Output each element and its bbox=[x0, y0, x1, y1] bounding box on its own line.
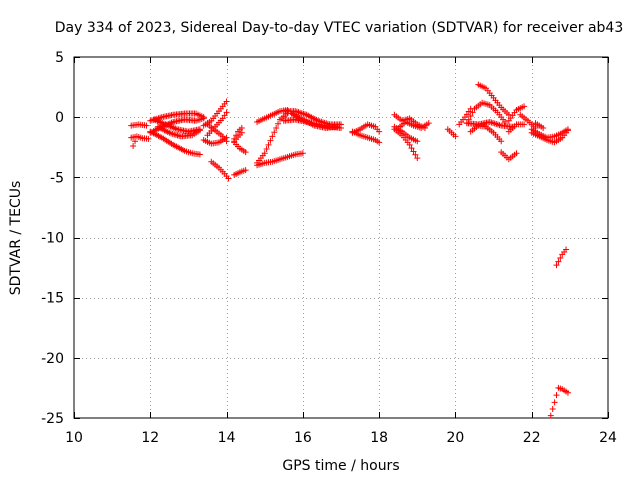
data-point bbox=[265, 141, 272, 148]
data-point bbox=[547, 412, 554, 419]
data-point bbox=[132, 138, 139, 145]
data-point bbox=[145, 135, 152, 142]
data-point bbox=[225, 175, 232, 182]
data-point bbox=[223, 138, 230, 145]
data-point bbox=[564, 126, 571, 133]
data-point bbox=[219, 115, 226, 122]
data-point bbox=[540, 124, 547, 131]
data-point bbox=[200, 115, 207, 122]
data-point bbox=[238, 124, 245, 131]
x-tick-label: 22 bbox=[523, 430, 541, 446]
data-point bbox=[502, 118, 509, 125]
data-point bbox=[467, 112, 474, 119]
data-point bbox=[410, 148, 417, 155]
x-tick-label: 20 bbox=[447, 430, 465, 446]
data-point bbox=[549, 405, 556, 412]
plot-frame bbox=[73, 56, 609, 419]
y-tick-label: -25 bbox=[41, 411, 64, 427]
axis-ticks bbox=[74, 57, 609, 419]
data-point bbox=[376, 139, 383, 146]
data-point bbox=[269, 133, 276, 140]
data-point bbox=[521, 121, 528, 128]
data-point bbox=[521, 103, 528, 110]
data-point bbox=[223, 109, 230, 116]
data-point bbox=[275, 120, 282, 127]
y-tick-label: -15 bbox=[41, 291, 64, 307]
data-point bbox=[425, 120, 432, 127]
x-tick-labels: 10 12 14 16 18 20 22 24 bbox=[65, 430, 617, 446]
x-tick-label: 12 bbox=[141, 430, 159, 446]
chart-title: Day 334 of 2023, Sidereal Day-to-day VTE… bbox=[55, 20, 624, 36]
x-tick-label: 14 bbox=[218, 430, 236, 446]
data-point bbox=[553, 392, 560, 399]
x-tick-label: 18 bbox=[370, 430, 388, 446]
y-tick-label: -10 bbox=[41, 231, 64, 247]
y-tick-label: -5 bbox=[50, 170, 64, 186]
data-point bbox=[223, 98, 230, 105]
grid bbox=[74, 57, 608, 418]
y-tick-label: -20 bbox=[41, 351, 64, 367]
data-point bbox=[553, 262, 560, 269]
data-point bbox=[564, 389, 571, 396]
data-point bbox=[143, 122, 150, 129]
data-point bbox=[406, 141, 413, 148]
data-point bbox=[273, 124, 280, 131]
x-tick-label: 24 bbox=[599, 430, 617, 446]
data-point bbox=[505, 111, 512, 118]
data-point bbox=[376, 128, 383, 135]
data-point bbox=[267, 137, 274, 144]
data-point bbox=[271, 129, 278, 136]
data-point bbox=[242, 167, 249, 174]
data-point bbox=[233, 132, 240, 139]
data-point bbox=[196, 151, 203, 158]
data-point bbox=[563, 246, 570, 253]
x-axis-label: GPS time / hours bbox=[282, 458, 399, 474]
data-point bbox=[334, 123, 341, 130]
data-point bbox=[414, 155, 421, 162]
data-point bbox=[130, 143, 137, 150]
data-point bbox=[498, 138, 505, 145]
data-point bbox=[221, 112, 228, 119]
data-point bbox=[555, 258, 562, 265]
data-point bbox=[261, 150, 268, 157]
data-point bbox=[263, 146, 270, 153]
data-point bbox=[452, 133, 459, 140]
y-tick-labels: 5 0 -5 -10 -15 -20 -25 bbox=[41, 50, 64, 427]
data-point bbox=[412, 151, 419, 158]
data-points bbox=[128, 81, 571, 419]
y-tick-label: 5 bbox=[55, 50, 64, 66]
data-point bbox=[414, 138, 421, 145]
x-tick-label: 16 bbox=[294, 430, 312, 446]
y-tick-label: 0 bbox=[55, 110, 64, 126]
data-point bbox=[469, 109, 476, 116]
data-point bbox=[299, 150, 306, 157]
data-point bbox=[196, 127, 203, 134]
data-point bbox=[513, 150, 520, 157]
data-point bbox=[557, 254, 564, 261]
y-axis-label: SDTVAR / TECUs bbox=[8, 181, 24, 296]
x-tick-label: 10 bbox=[65, 430, 83, 446]
data-point bbox=[338, 124, 344, 131]
data-point bbox=[551, 399, 558, 406]
data-point bbox=[408, 145, 415, 152]
data-point bbox=[242, 149, 249, 156]
